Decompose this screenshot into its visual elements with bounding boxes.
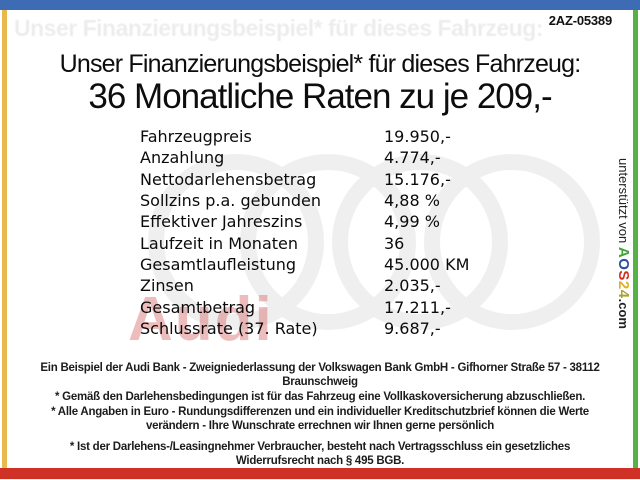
reference-code: 2AZ-05389 [548, 13, 612, 28]
row-label: Sollzins p.a. gebunden [140, 191, 322, 211]
row-label: Anzahlung [140, 148, 225, 168]
disclaimer-block: Ein Beispiel der Audi Bank - Zweignieder… [20, 361, 620, 469]
row-label: Nettodarlehensbetrag [140, 169, 317, 189]
supported-by-label: unterstützt von [616, 158, 631, 247]
row-label: Fahrzeugpreis [140, 127, 252, 147]
row-value: 4,99 % [384, 212, 440, 232]
monthly-rate-headline: 36 Monatliche Raten zu je 209,- [88, 77, 552, 116]
table-row: Gesamtlaufleistung 45.000 KM [140, 254, 500, 275]
audi-wordmark-watermark: Audi [128, 285, 274, 354]
table-row: Sollzins p.a. gebunden 4,88 % [140, 190, 500, 211]
aos24-logo: AOS24 [615, 247, 632, 299]
table-row: Nettodarlehensbetrag 15.176,- [140, 169, 500, 190]
withdrawal-right-disclaimer: * Ist der Darlehens-/Leasingnehmer Verbr… [69, 441, 571, 467]
aos24-letter: O [615, 258, 632, 271]
euro-rounding-disclaimer: * Alle Angaben in Euro - Rundungsdiffere… [51, 406, 589, 432]
row-label: Effektiver Jahreszins [140, 212, 303, 232]
audi-rings-watermark [148, 154, 600, 330]
row-value: 36 [384, 233, 405, 253]
table-row: Schlussrate (37. Rate) 9.687,- [140, 318, 500, 339]
row-label: Schlussrate (37. Rate) [140, 318, 318, 338]
aos24-letter: 4 [615, 289, 632, 299]
table-row: Effektiver Jahreszins 4,99 % [140, 211, 500, 232]
aos24-letter: A [615, 246, 632, 259]
page-title: Unser Finanzierungsbeispiel* für dieses … [59, 50, 582, 78]
table-row: Laufzeit in Monaten 36 [140, 232, 500, 253]
aos24-letter: S [615, 270, 632, 281]
row-value: 9.687,- [384, 318, 441, 338]
row-value: 17.211,- [384, 297, 451, 317]
aos24-domain-suffix: .com [616, 298, 631, 329]
left-yellow-strip [2, 10, 7, 468]
row-value: 4.774,- [384, 148, 441, 168]
finance-table: Fahrzeugpreis 19.950,- Anzahlung 4.774,-… [140, 126, 500, 339]
row-label: Laufzeit in Monaten [140, 233, 299, 253]
row-value: 2.035,- [384, 276, 441, 296]
bank-address-line: Ein Beispiel der Audi Bank - Zweignieder… [40, 362, 600, 388]
right-green-strip [633, 10, 638, 468]
bottom-red-bar [0, 468, 640, 479]
supported-by-credit: unterstützt von AOS24.com [615, 158, 632, 329]
row-value: 15.176,- [384, 169, 451, 189]
ghost-heading: Unser Finanzierungsbeispiel* für dieses … [14, 15, 543, 41]
insurance-disclaimer: * Gemäß den Darlehensbedingungen ist für… [54, 391, 586, 403]
table-row: Anzahlung 4.774,- [140, 147, 500, 168]
aos24-letter: 2 [615, 280, 632, 290]
row-value: 19.950,- [384, 127, 451, 147]
table-row: Gesamtbetrag 17.211,- [140, 296, 500, 317]
row-label: Zinsen [140, 276, 194, 296]
row-label: Gesamtbetrag [140, 297, 256, 317]
row-value: 4,88 % [384, 191, 440, 211]
table-row: Zinsen 2.035,- [140, 275, 500, 296]
row-label: Gesamtlaufleistung [140, 254, 297, 274]
table-row: Fahrzeugpreis 19.950,- [140, 126, 500, 147]
top-blue-bar [0, 0, 640, 10]
row-value: 45.000 KM [384, 254, 470, 274]
